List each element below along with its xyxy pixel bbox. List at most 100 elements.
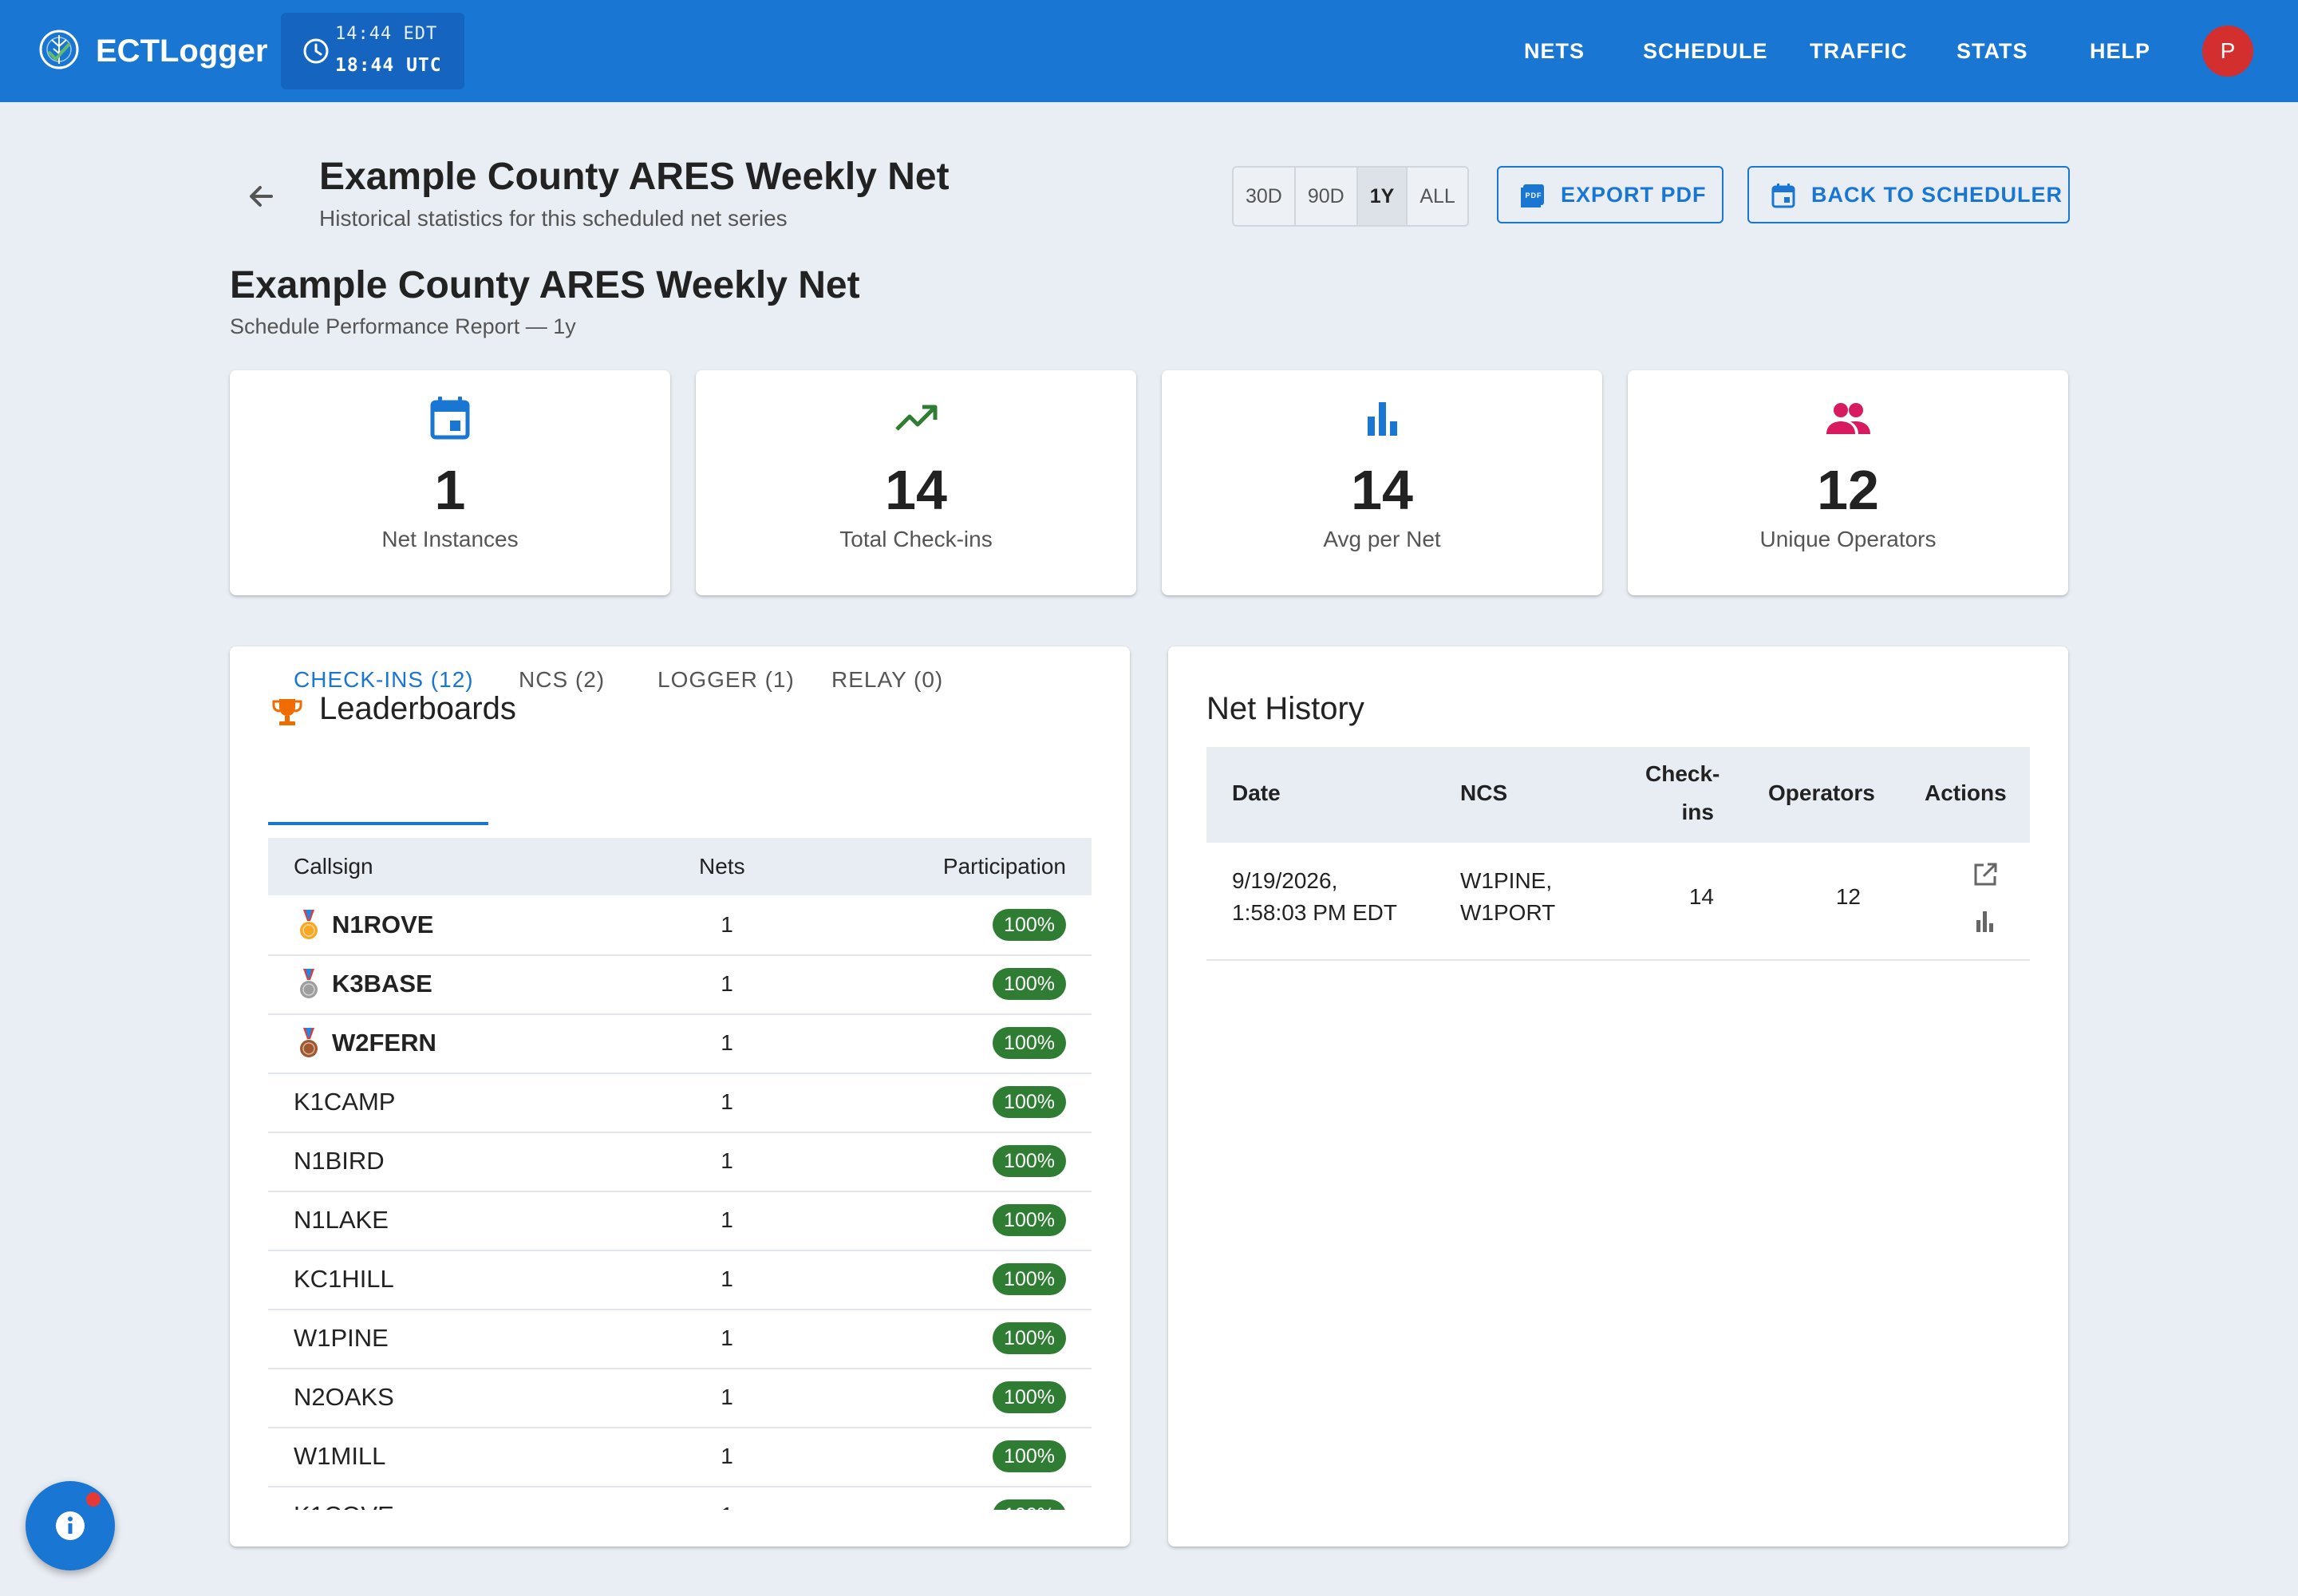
net-history-panel: Net History Date NCS Check- ins Operator… [1168,646,2068,1547]
notification-dot [86,1492,101,1507]
column-header-checkins-line2[interactable]: ins [1681,800,1714,824]
silver-medal-icon [300,969,318,998]
column-header-nets[interactable]: Nets [699,854,745,879]
nets-count: 1 [721,1030,733,1055]
history-operators: 12 [1835,884,1861,909]
nets-count: 1 [721,1385,733,1409]
table-row: N1ROVE 1 100% [268,895,1092,956]
trending-up-icon [895,405,938,431]
back-arrow-icon[interactable] [239,174,284,219]
column-header-ncs[interactable]: NCS [1460,780,1508,805]
history-ncs-line2: W1PORT [1460,900,1556,925]
column-header-participation[interactable]: Participation [942,854,1066,879]
nets-count: 1 [721,912,733,937]
back-to-scheduler-label: BACK TO SCHEDULER [1811,183,2063,207]
bronze-medal-icon [300,1028,318,1057]
nav-schedule[interactable]: SCHEDULE [1643,39,1768,63]
callsign: N1ROVE [332,911,434,938]
bar-chart-icon[interactable] [1971,907,2000,935]
stat-label: Unique Operators [1759,527,1937,551]
nav-nets[interactable]: NETS [1524,39,1585,63]
stat-card-net-instances: 1 Net Instances [230,370,670,595]
range-30d-button[interactable]: 30D [1234,168,1296,225]
stat-label: Net Instances [381,527,519,551]
callsign: K1CAMP [294,1088,396,1116]
page-subtitle: Historical statistics for this scheduled… [319,206,788,231]
gold-medal-icon [300,910,318,939]
info-fab-button[interactable] [26,1481,115,1570]
table-row: N1LAKE 1 100% [268,1191,1092,1251]
range-all-button[interactable]: ALL [1419,185,1455,207]
callsign: W2FERN [332,1029,436,1057]
tab-relay[interactable]: RELAY (0) [831,667,944,692]
stat-value: 14 [885,459,947,521]
callsign: W1MILL [294,1442,386,1470]
people-icon [1826,403,1870,434]
callsign: N1LAKE [294,1206,389,1234]
stat-value: 12 [1817,459,1879,521]
participation-badge: 100% [993,968,1066,1000]
nav-stats[interactable]: STATS [1956,39,2028,63]
participation-badge: 100% [993,909,1066,941]
nets-count: 1 [721,1148,733,1173]
report-subtitle: Schedule Performance Report — 1y [230,314,576,338]
callsign: KC1HILL [294,1265,394,1293]
logo-icon[interactable] [38,29,80,70]
column-header-callsign[interactable]: Callsign [294,854,373,879]
nav-help[interactable]: HELP [2090,39,2151,63]
column-header-operators[interactable]: Operators [1768,780,1875,805]
nets-count: 1 [721,971,733,996]
trophy-icon [272,699,302,725]
export-pdf-label: EXPORT PDF [1561,183,1707,207]
callsign: K1COVE [294,1486,394,1510]
table-row: N2OAKS 1 100% [268,1368,1092,1428]
user-avatar[interactable]: P [2202,26,2253,77]
stat-label: Avg per Net [1323,527,1441,551]
calendar-icon [430,397,470,440]
history-date-line2: 1:58:03 PM EDT [1232,900,1397,925]
callsign: W1PINE [294,1324,389,1352]
open-in-new-icon[interactable] [1971,860,2000,889]
participation-badge: 100% [993,1204,1066,1236]
nets-count: 1 [721,1444,733,1468]
history-checkins: 14 [1688,884,1714,909]
nav-traffic[interactable]: TRAFFIC [1810,39,1908,63]
clock-widget: 14:44 EDT 18:44 UTC [281,13,464,89]
table-row: K1CAMP 1 100% [268,1073,1092,1133]
table-row: W1PINE 1 100% [268,1309,1092,1369]
back-to-scheduler-button[interactable]: BACK TO SCHEDULER [1747,166,2070,223]
stat-card-total-checkins: 14 Total Check-ins [696,370,1136,595]
tab-logger[interactable]: LOGGER (1) [657,667,795,692]
stat-label: Total Check-ins [839,527,993,551]
table-row: K1COVE 1 100% [268,1486,1092,1510]
participation-badge: 100% [993,1086,1066,1118]
stat-value: 14 [1351,459,1413,521]
stat-card-unique-operators: 12 Unique Operators [1628,370,2068,595]
callsign: N1BIRD [294,1147,385,1175]
nets-count: 1 [715,1486,739,1510]
tab-ncs[interactable]: NCS (2) [519,667,606,692]
table-row: N1BIRD 1 100% [268,1132,1092,1192]
stat-card-avg-per-net: 14 Avg per Net [1162,370,1602,595]
export-pdf-button[interactable]: PDF EXPORT PDF [1497,166,1724,223]
brand-name[interactable]: ECTLogger [96,34,268,69]
nets-count: 1 [721,1089,733,1114]
clock-icon [303,38,329,64]
column-header-checkins-line1[interactable]: Check- [1645,761,1720,786]
time-range-toggle: 30D 90D 1Y ALL [1232,166,1469,227]
active-tab-indicator [268,822,488,825]
tab-checkins[interactable]: CHECK-INS (12) [294,667,474,692]
column-header-date[interactable]: Date [1232,780,1281,805]
table-header: Date NCS Check- ins Operators Actions [1206,747,2030,843]
participation-badge: 100% [993,1381,1066,1413]
range-90d-button[interactable]: 90D [1296,168,1358,225]
report-title: Example County ARES Weekly Net [230,264,860,306]
range-1y-button[interactable]: 1Y [1357,168,1408,225]
participation-badge: 100% [993,1145,1066,1177]
participation-badge: 100% [993,1440,1066,1472]
table-row: KC1HILL 1 100% [268,1250,1092,1310]
table-row: K3BASE 1 100% [268,954,1092,1015]
info-icon [56,1511,85,1540]
column-header-actions: Actions [1925,780,2007,805]
stat-value: 1 [434,459,466,521]
